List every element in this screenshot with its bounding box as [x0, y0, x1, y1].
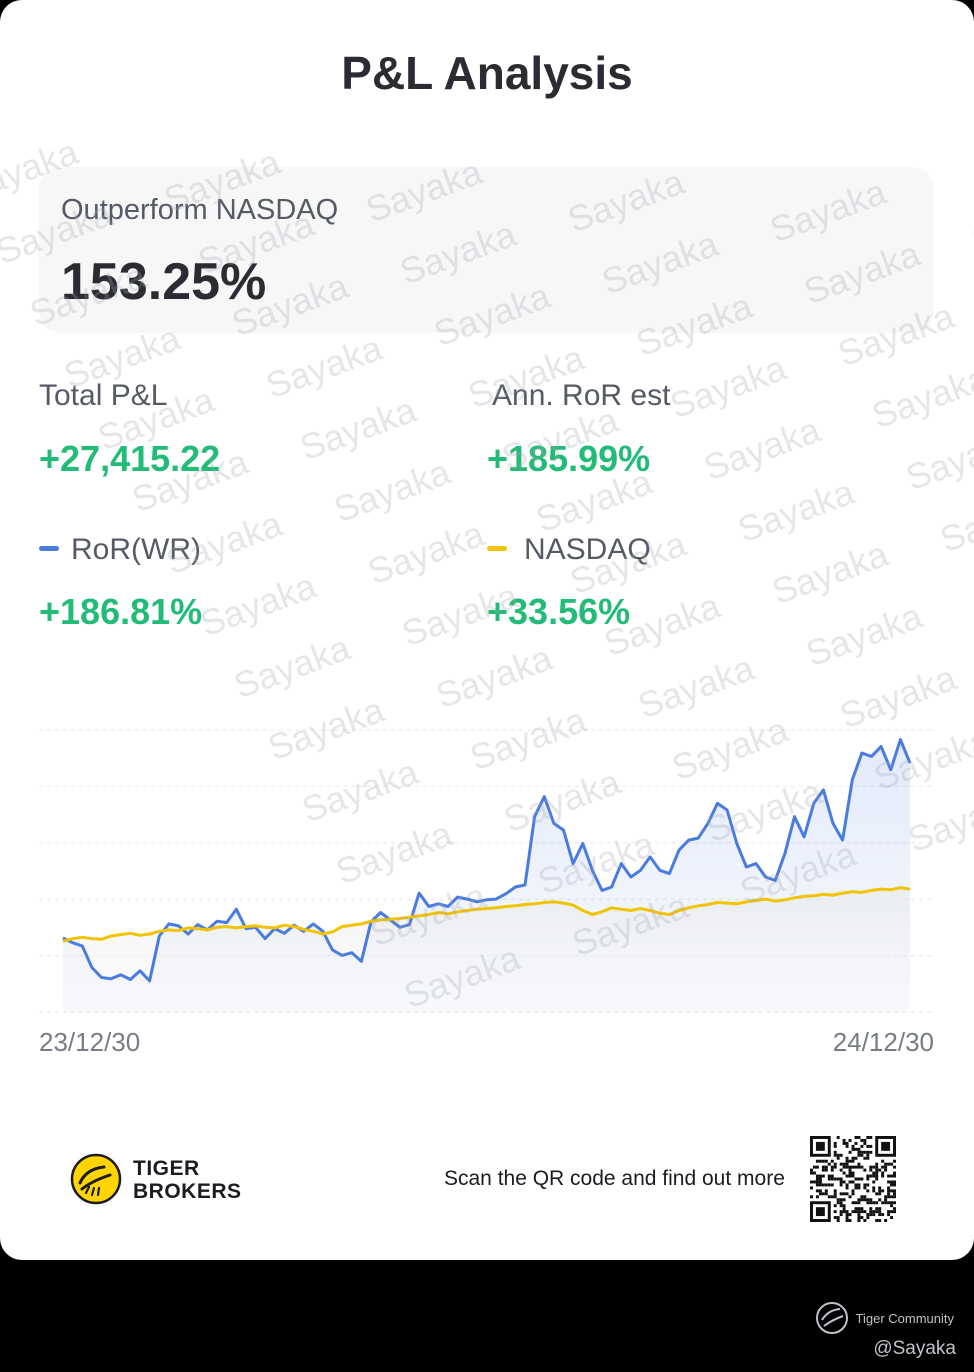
- ror-value: +186.81%: [39, 591, 203, 632]
- ror-legend-swatch: [39, 546, 59, 551]
- nasdaq-legend-swatch: [487, 546, 507, 551]
- total-pl-value: +27,415.22: [39, 438, 221, 479]
- tiger-community-label: Tiger Community: [855, 1310, 954, 1326]
- outperform-summary: Outperform NASDAQ 153.25%: [39, 167, 934, 333]
- ror-vs-nasdaq-chart: [39, 729, 934, 1013]
- scan-qr-text: Scan the QR code and find out more: [444, 1167, 785, 1190]
- tiger-community-watermark: Tiger Community: [814, 1300, 954, 1336]
- page-title: P&L Analysis: [341, 47, 633, 99]
- series-area-nasdaq: [63, 887, 910, 1012]
- ror-legend-label: RoR(WR): [71, 533, 201, 566]
- tiger-brokers-logo-icon: [70, 1153, 122, 1205]
- x-axis-end-label: 24/12/30: [832, 1027, 934, 1057]
- user-handle: @Sayaka: [873, 1338, 956, 1359]
- nasdaq-value: +33.56%: [487, 591, 631, 632]
- brand-name-line2: BROKERS: [133, 1180, 242, 1203]
- total-pl-label: Total P&L: [39, 379, 168, 412]
- series-line-nasdaq: [62, 886, 911, 943]
- tiger-community-icon: [815, 1302, 848, 1334]
- nasdaq-legend-label: NASDAQ: [524, 533, 651, 566]
- pl-analysis-card: P&L Analysis Outperform NASDAQ 153.25% T…: [0, 0, 974, 1260]
- ann-ror-label: Ann. RoR est: [492, 379, 671, 412]
- x-axis-start-label: 23/12/30: [39, 1027, 141, 1057]
- brand-name-line1: TIGER: [133, 1157, 200, 1180]
- qr-code[interactable]: [810, 1136, 896, 1222]
- outperform-value: 153.25%: [61, 253, 267, 311]
- ann-ror-value: +185.99%: [487, 438, 651, 479]
- outperform-label: Outperform NASDAQ: [61, 194, 339, 226]
